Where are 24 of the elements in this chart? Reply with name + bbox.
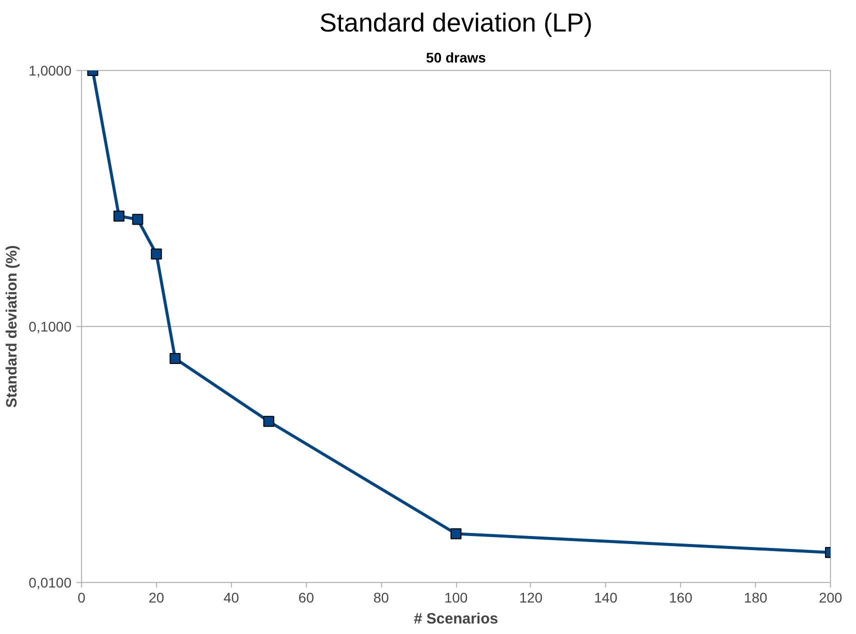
- chart-subtitle: 50 draws: [426, 50, 486, 66]
- y-tick-label: 0,1000: [28, 318, 72, 334]
- x-tick-label: 40: [224, 590, 240, 606]
- point: [132, 214, 144, 225]
- y-tick-label: 1,0000: [28, 62, 72, 78]
- x-tick-label: 180: [744, 590, 768, 606]
- point: [450, 528, 462, 540]
- point: [113, 210, 124, 222]
- x-tick-label: 20: [148, 590, 164, 606]
- x-tick-label: 100: [444, 590, 468, 606]
- x-tick-label: 200: [818, 590, 842, 606]
- y-axis-title: Standard deviation (%): [4, 245, 21, 408]
- x-tick-label: 160: [669, 590, 693, 606]
- y-tick-label: 0,0100: [28, 574, 72, 590]
- point: [263, 416, 274, 427]
- point: [170, 352, 181, 364]
- x-tick-label: 140: [594, 590, 618, 606]
- x-axis-title: # Scenarios: [414, 610, 498, 628]
- point: [150, 248, 162, 260]
- chart-title: Standard deviation (LP): [319, 8, 593, 38]
- x-tick-label: 60: [298, 590, 314, 606]
- x-tick-label: 0: [78, 590, 86, 606]
- x-tick-label: 80: [373, 590, 390, 606]
- x-tick-label: 120: [519, 590, 543, 606]
